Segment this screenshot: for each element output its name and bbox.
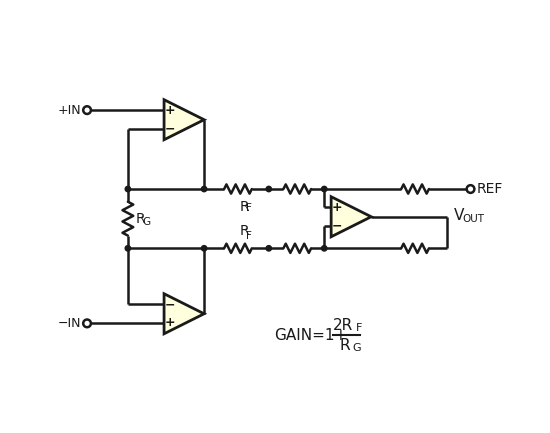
Text: GAIN=1+: GAIN=1+ <box>274 328 348 343</box>
Text: −: − <box>165 298 175 311</box>
Text: −IN: −IN <box>58 317 81 330</box>
Text: OUT: OUT <box>462 214 484 224</box>
Circle shape <box>266 186 272 192</box>
Circle shape <box>466 185 475 193</box>
Text: F: F <box>246 203 252 213</box>
Text: REF: REF <box>477 182 503 196</box>
Circle shape <box>266 246 272 251</box>
Text: +: + <box>165 317 175 330</box>
Text: +: + <box>332 201 343 214</box>
Polygon shape <box>164 100 204 140</box>
Circle shape <box>83 320 91 327</box>
Circle shape <box>83 106 91 114</box>
Text: 2R: 2R <box>333 318 354 333</box>
Text: +IN: +IN <box>58 103 81 116</box>
Text: G: G <box>142 217 151 227</box>
Text: R: R <box>240 223 249 238</box>
Text: G: G <box>352 343 361 352</box>
Text: R: R <box>240 200 249 214</box>
Circle shape <box>125 246 130 251</box>
Text: F: F <box>246 231 252 241</box>
Text: +: + <box>165 104 175 117</box>
Polygon shape <box>164 294 204 334</box>
Text: V: V <box>454 208 464 223</box>
Circle shape <box>201 246 207 251</box>
Text: −: − <box>332 220 343 233</box>
Circle shape <box>201 186 207 192</box>
Circle shape <box>125 186 130 192</box>
Text: F: F <box>356 323 362 333</box>
Text: R: R <box>340 338 350 353</box>
Circle shape <box>322 246 327 251</box>
Polygon shape <box>331 197 371 237</box>
Circle shape <box>322 186 327 192</box>
Text: R: R <box>135 212 145 226</box>
Text: −: − <box>165 123 175 136</box>
